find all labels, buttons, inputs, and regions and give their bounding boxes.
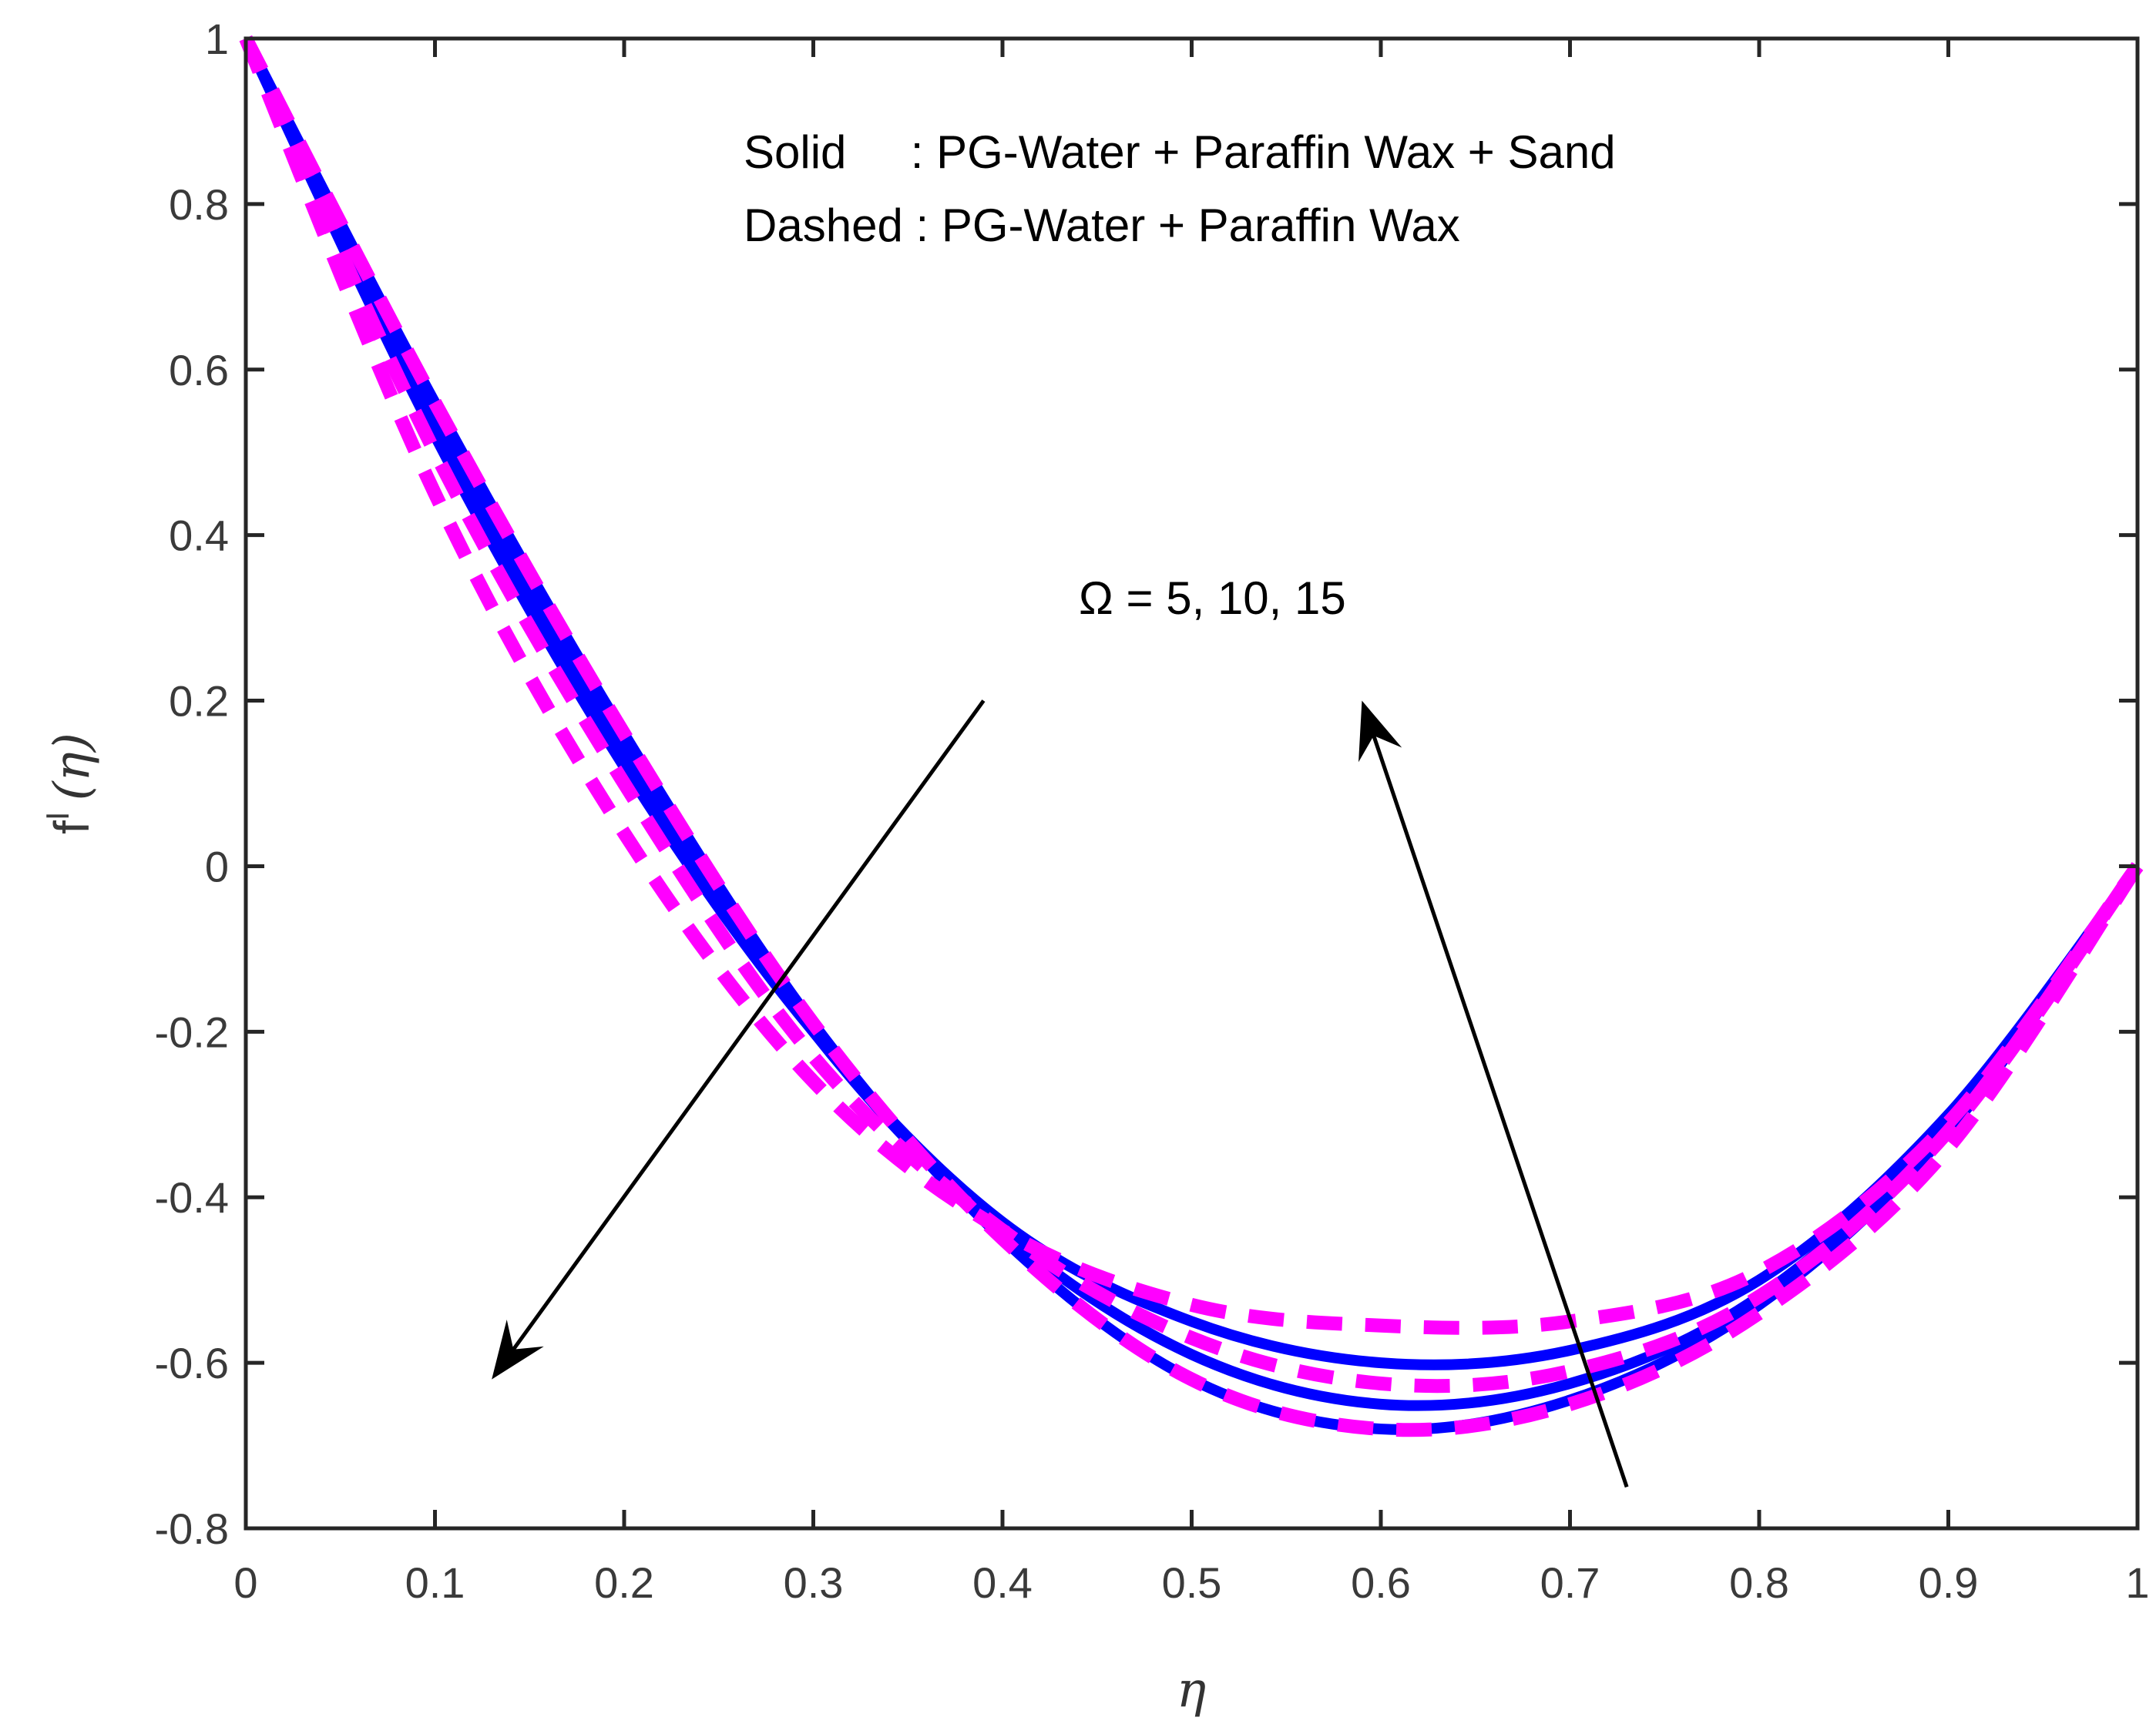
x-tick-label: 0.2 [594, 1558, 654, 1607]
solid-series-line [240, 35, 2142, 1411]
x-axis-label: η [1177, 1662, 1206, 1719]
y-tick-label: 1 [205, 15, 229, 63]
x-tick-label: 0 [233, 1558, 257, 1607]
y-tick-label: 0.2 [169, 677, 229, 726]
arrow-line [1369, 729, 1629, 1488]
x-tick-label: 0.8 [1729, 1558, 1789, 1607]
y-axis-label-f: f [44, 820, 99, 834]
x-tick-label: 0.9 [1919, 1558, 1979, 1607]
x-tick-label: 0.6 [1351, 1558, 1411, 1607]
legend-solid: Solid : PG-Water + Paraffin Wax + Sand [744, 126, 1616, 178]
y-tick-label: -0.8 [155, 1504, 230, 1553]
y-tick-label: -0.4 [155, 1173, 230, 1222]
y-tick-label: -0.6 [155, 1339, 230, 1387]
dashed-series-line [240, 35, 2144, 1437]
y-axis-label-sup: I [39, 811, 76, 820]
x-tick-label: 0.5 [1162, 1558, 1222, 1607]
omega-label: Ω = 5, 10, 15 [1079, 572, 1346, 624]
x-tick-label: 0.4 [972, 1558, 1033, 1607]
arrow-head [1358, 700, 1402, 763]
y-tick-label: 0.8 [169, 180, 229, 229]
y-axis-label: fI (η) [39, 733, 101, 834]
arrows [492, 699, 1629, 1488]
ticks: 0 0.1 0.2 0.3 0.4 0.5 0.6 0.7 0.8 0.9 1 -0.8 -0.6 -0.… [155, 15, 2150, 1607]
svg-text:fI(η): fI (η) [39, 733, 101, 834]
x-tick-label: 1 [2125, 1558, 2149, 1607]
x-tick-label: 0.3 [784, 1558, 844, 1607]
dashed-series-line [239, 35, 2144, 1394]
arrow-head [492, 1320, 544, 1380]
y-tick-label: 0.4 [169, 511, 229, 560]
y-axis-label-arg: (η) [44, 733, 101, 800]
dashed-series-line [239, 35, 2144, 1335]
x-tick-label: 0.7 [1540, 1558, 1600, 1607]
curves [239, 35, 2144, 1437]
y-tick-label: 0 [205, 842, 229, 891]
y-tick-label: 0.6 [169, 346, 229, 394]
x-tick-label: 0.1 [405, 1558, 465, 1607]
y-tick-label: -0.2 [155, 1008, 230, 1056]
arrow-line [508, 699, 986, 1356]
legend-dashed: Dashed : PG-Water + Paraffin Wax [744, 200, 1460, 251]
